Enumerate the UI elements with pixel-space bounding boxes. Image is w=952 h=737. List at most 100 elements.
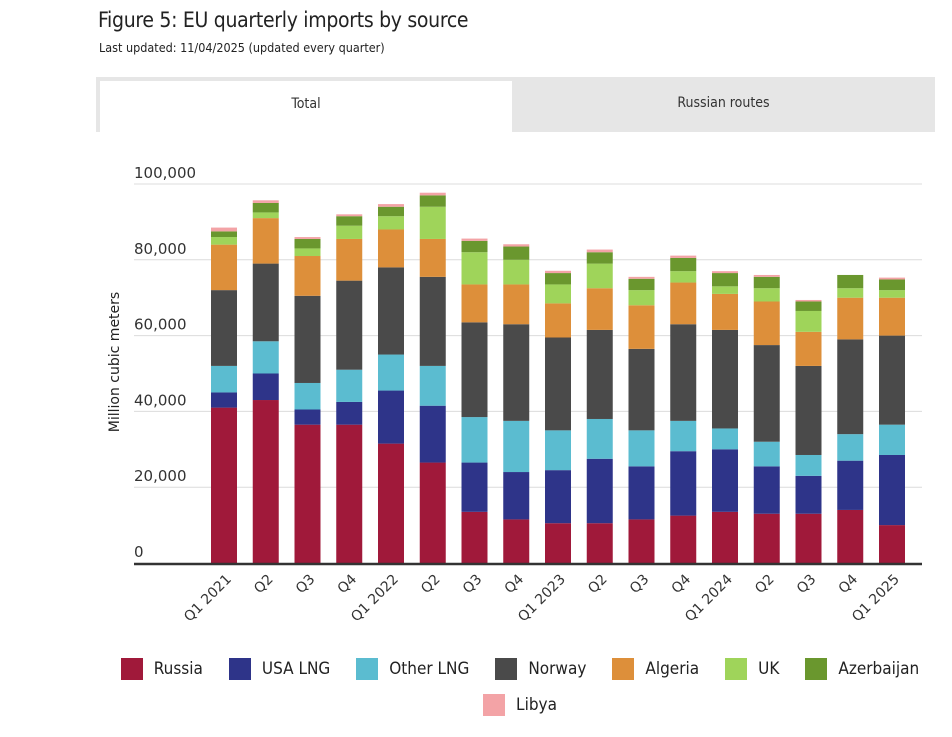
bar-stack[interactable] [879, 277, 905, 563]
bar-segment-azerbaijan[interactable] [336, 216, 363, 226]
bar-segment-other-lng[interactable] [336, 369, 363, 402]
bar-segment-uk[interactable] [628, 290, 655, 306]
bar-segment-libya[interactable] [879, 277, 905, 280]
bar-segment-usa-lng[interactable] [211, 392, 237, 408]
bar-segment-algeria[interactable] [753, 301, 780, 346]
bar-stack[interactable] [211, 227, 237, 563]
bar-segment-usa-lng[interactable] [712, 449, 738, 512]
bar-segment-libya[interactable] [211, 227, 237, 232]
bar-segment-norway[interactable] [837, 339, 864, 435]
bar-segment-norway[interactable] [795, 365, 822, 455]
bar-segment-algeria[interactable] [461, 284, 488, 323]
bar-segment-azerbaijan[interactable] [628, 278, 655, 291]
bar-segment-usa-lng[interactable] [419, 405, 446, 463]
bar-segment-algeria[interactable] [795, 331, 822, 366]
bar-stack[interactable] [670, 255, 697, 563]
bar-segment-other-lng[interactable] [419, 365, 446, 406]
bar-segment-algeria[interactable] [712, 293, 738, 330]
bar-segment-azerbaijan[interactable] [419, 195, 446, 207]
tab-total[interactable]: Total [100, 81, 512, 132]
bar-segment-russia[interactable] [879, 525, 905, 563]
bar-segment-usa-lng[interactable] [837, 460, 864, 510]
bar-segment-azerbaijan[interactable] [837, 274, 864, 289]
bar-segment-norway[interactable] [712, 329, 738, 429]
bar-segment-russia[interactable] [419, 462, 446, 563]
bar-segment-norway[interactable] [378, 267, 404, 355]
bar-segment-libya[interactable] [586, 249, 613, 253]
bar-segment-libya[interactable] [503, 244, 530, 247]
bar-segment-norway[interactable] [252, 263, 279, 342]
bar-segment-uk[interactable] [879, 290, 905, 298]
bar-segment-azerbaijan[interactable] [252, 202, 279, 213]
bar-segment-algeria[interactable] [879, 297, 905, 336]
bar-segment-usa-lng[interactable] [795, 475, 822, 514]
bar-stack[interactable] [503, 244, 530, 563]
bar-segment-libya[interactable] [545, 270, 571, 274]
bar-segment-other-lng[interactable] [252, 341, 279, 374]
bar-stack[interactable] [837, 274, 864, 563]
bar-segment-uk[interactable] [712, 286, 738, 294]
bar-segment-uk[interactable] [419, 206, 446, 239]
bar-segment-uk[interactable] [294, 248, 321, 257]
bar-segment-usa-lng[interactable] [461, 462, 488, 512]
bar-segment-uk[interactable] [795, 310, 822, 332]
bar-segment-uk[interactable] [252, 212, 279, 219]
legend-item-norway[interactable]: Norway [495, 658, 586, 680]
bar-segment-russia[interactable] [795, 513, 822, 563]
bar-segment-algeria[interactable] [211, 244, 237, 291]
bar-segment-libya[interactable] [461, 238, 488, 241]
bar-segment-usa-lng[interactable] [586, 458, 613, 524]
bar-segment-other-lng[interactable] [586, 418, 613, 459]
bar-segment-russia[interactable] [503, 519, 530, 563]
bar-segment-libya[interactable] [628, 276, 655, 279]
legend-item-russia[interactable]: Russia [120, 658, 203, 680]
bar-segment-azerbaijan[interactable] [545, 273, 571, 285]
bar-segment-norway[interactable] [586, 329, 613, 419]
bar-segment-algeria[interactable] [419, 238, 446, 277]
bar-segment-other-lng[interactable] [378, 354, 404, 391]
bar-segment-norway[interactable] [628, 348, 655, 431]
bar-stack[interactable] [378, 204, 404, 563]
bar-segment-russia[interactable] [586, 523, 613, 563]
bar-segment-usa-lng[interactable] [670, 451, 697, 516]
bar-segment-norway[interactable] [879, 335, 905, 425]
bar-segment-other-lng[interactable] [795, 454, 822, 476]
bar-segment-other-lng[interactable] [753, 441, 780, 467]
bar-segment-russia[interactable] [294, 424, 321, 563]
bar-segment-azerbaijan[interactable] [503, 246, 530, 260]
bar-segment-libya[interactable] [795, 299, 822, 302]
bar-segment-russia[interactable] [670, 515, 697, 563]
bar-stack[interactable] [419, 192, 446, 563]
bar-stack[interactable] [586, 249, 613, 563]
bar-segment-azerbaijan[interactable] [211, 231, 237, 238]
bar-stack[interactable] [628, 276, 655, 563]
bar-segment-azerbaijan[interactable] [879, 279, 905, 291]
bar-stack[interactable] [795, 299, 822, 563]
bar-segment-libya[interactable] [670, 255, 697, 258]
bar-stack[interactable] [712, 271, 738, 563]
bar-segment-russia[interactable] [628, 519, 655, 563]
bar-segment-usa-lng[interactable] [503, 472, 530, 520]
bar-segment-other-lng[interactable] [712, 428, 738, 450]
bar-segment-uk[interactable] [837, 288, 864, 298]
bar-segment-azerbaijan[interactable] [461, 240, 488, 253]
tab-russian-routes[interactable]: Russian routes [677, 95, 770, 111]
bar-segment-norway[interactable] [753, 345, 780, 442]
bar-segment-other-lng[interactable] [670, 420, 697, 452]
bar-stack[interactable] [252, 200, 279, 563]
bar-segment-usa-lng[interactable] [378, 390, 404, 444]
bar-stack[interactable] [294, 237, 321, 563]
bar-segment-algeria[interactable] [252, 218, 279, 264]
bar-segment-other-lng[interactable] [837, 434, 864, 461]
bar-segment-usa-lng[interactable] [294, 409, 321, 425]
bar-segment-russia[interactable] [252, 400, 279, 563]
bar-segment-norway[interactable] [670, 324, 697, 421]
bar-segment-algeria[interactable] [378, 229, 404, 268]
legend-item-other-lng[interactable]: Other LNG [356, 658, 469, 680]
bar-segment-algeria[interactable] [503, 284, 530, 325]
bar-stack[interactable] [336, 214, 363, 563]
bar-segment-libya[interactable] [419, 192, 446, 196]
bar-segment-uk[interactable] [753, 288, 780, 302]
bar-stack[interactable] [753, 274, 780, 563]
bar-segment-usa-lng[interactable] [753, 466, 780, 514]
